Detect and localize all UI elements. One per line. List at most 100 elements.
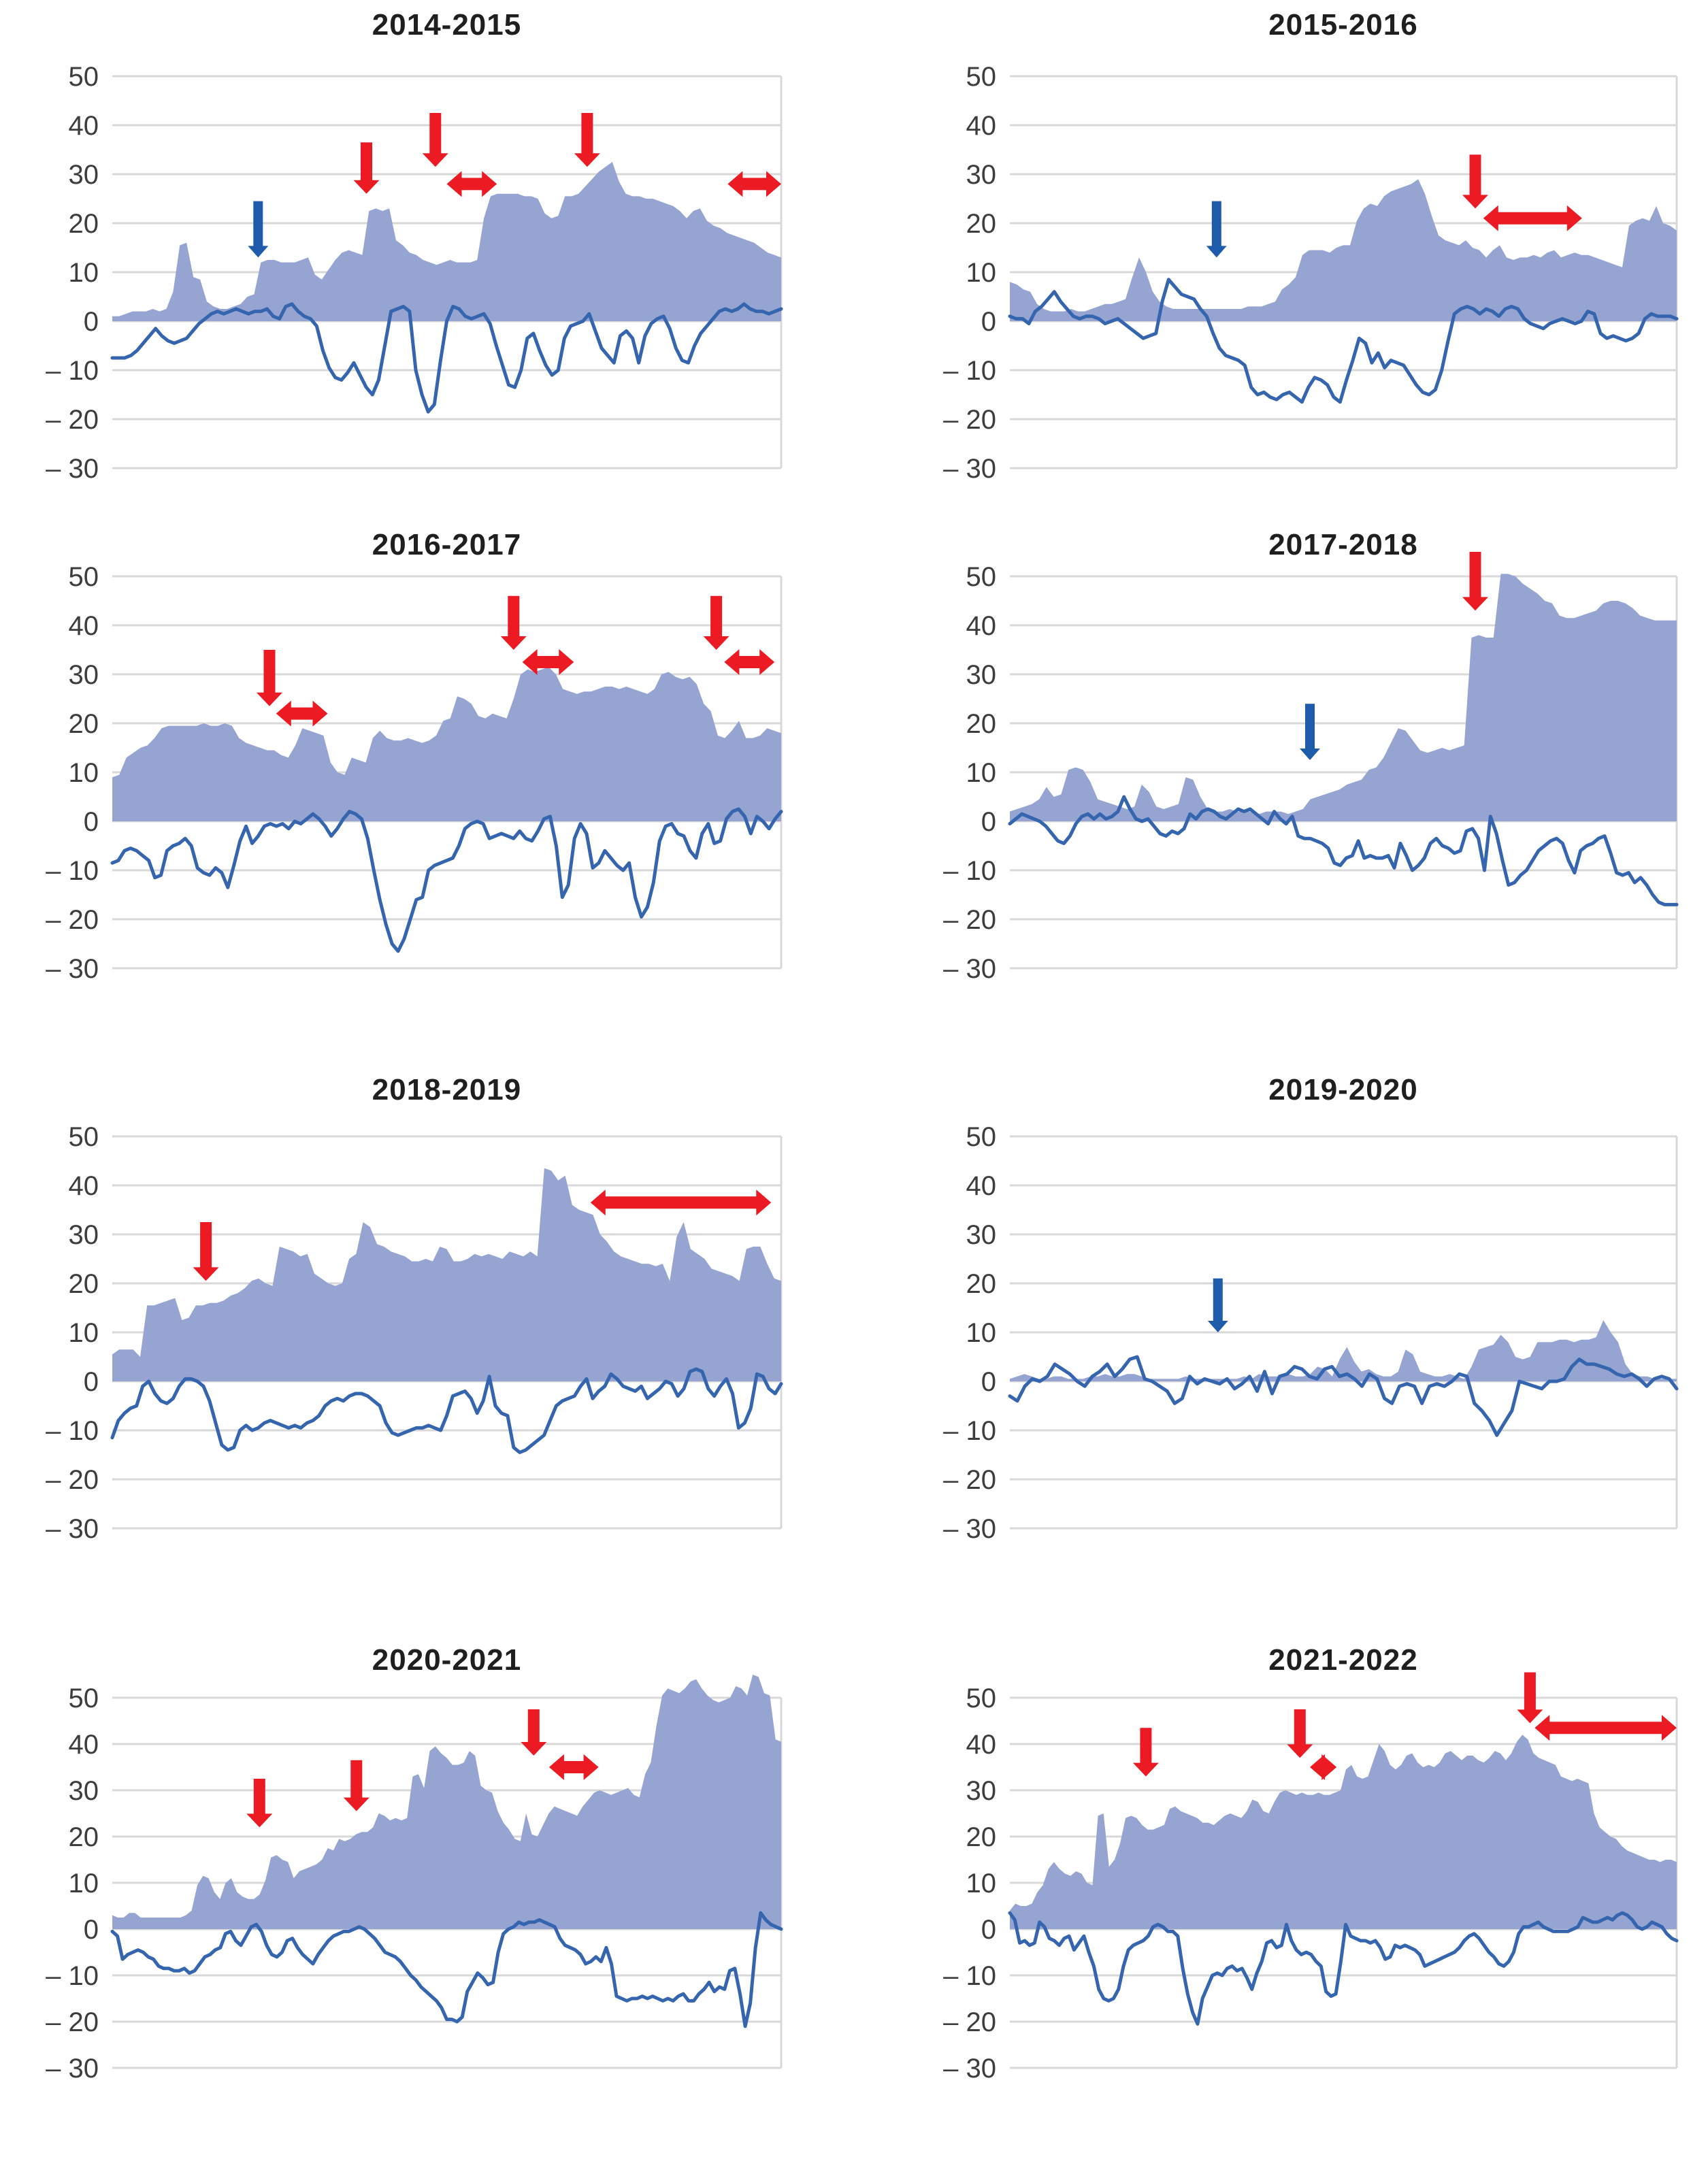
- chart-canvas: 50 40 30 20 10 0 – 10 – 20 – 30: [46, 1675, 783, 2084]
- red-horizontal-double-arrow-icon: [1534, 1715, 1677, 1741]
- y-tick-label: – 30: [943, 1514, 996, 1544]
- red-down-arrow-icon: [422, 113, 448, 167]
- y-tick-label: – 30: [46, 1514, 99, 1544]
- y-tick-label: – 30: [46, 454, 99, 484]
- y-tick-label: 0: [981, 307, 996, 337]
- red-down-arrow-icon: [1132, 1728, 1159, 1777]
- y-tick-label: 20: [69, 1269, 99, 1299]
- area-series: [112, 1675, 781, 1929]
- y-tick-label: 30: [69, 160, 99, 190]
- chart-2014-2015: 2014-2015 50 40 30 20 10 0 – 10 – 20 – 30: [0, 0, 854, 524]
- y-tick-label: 0: [981, 1367, 996, 1397]
- y-tick-label: 50: [69, 1122, 99, 1152]
- red-down-arrow-icon: [574, 113, 600, 167]
- y-tick-label: – 20: [46, 905, 99, 935]
- red-down-arrow-icon: [1462, 552, 1488, 611]
- area-series: [112, 1168, 781, 1381]
- red-down-arrow-icon: [1287, 1709, 1313, 1758]
- red-horizontal-double-arrow-icon: [522, 649, 574, 675]
- y-tick-label: 40: [966, 611, 997, 641]
- chart-canvas: 50 40 30 20 10 0 – 10 – 20 – 30: [943, 1122, 1679, 1544]
- y-tick-label: – 30: [943, 454, 996, 484]
- y-tick-label: 0: [84, 1367, 99, 1397]
- y-tick-label: 40: [69, 1730, 99, 1760]
- y-tick-label: – 10: [46, 1416, 99, 1446]
- y-tick-label: 20: [69, 1822, 99, 1852]
- chart-2017-2018: 2017-2018 50 40 30 20 10 0 – 10 – 20 – 30: [854, 524, 1708, 1051]
- y-tick-label: 10: [966, 258, 997, 288]
- chart-canvas: 50 40 30 20 10 0 – 10 – 20 – 30: [943, 62, 1679, 484]
- chart-title: 2018-2019: [372, 1073, 522, 1106]
- y-tick-label: 20: [966, 1822, 997, 1852]
- blue-down-arrow-icon: [248, 201, 269, 258]
- blue-down-arrow-icon: [1207, 1278, 1228, 1332]
- chart-2016-2017: 2016-2017 50 40 30 20 10 0 – 10 – 20 – 30: [0, 524, 854, 1051]
- y-tick-label: 20: [966, 709, 997, 739]
- y-tick-label: – 10: [943, 1416, 996, 1446]
- y-tick-label: – 20: [943, 1465, 996, 1495]
- y-tick-label: – 10: [46, 856, 99, 886]
- y-tick-label: 30: [966, 1776, 997, 1806]
- y-tick-label: 30: [69, 660, 99, 690]
- y-tick-label: – 20: [943, 905, 996, 935]
- chart-title: 2016-2017: [372, 528, 522, 561]
- y-tick-label: – 10: [943, 856, 996, 886]
- y-tick-label: 40: [69, 611, 99, 641]
- red-horizontal-double-arrow-icon: [727, 171, 781, 197]
- y-tick-label: 0: [981, 807, 996, 837]
- y-tick-label: 10: [966, 1869, 997, 1898]
- y-tick-label: – 30: [943, 954, 996, 984]
- y-tick-label: 10: [966, 758, 997, 788]
- red-horizontal-double-arrow-icon: [446, 171, 497, 197]
- red-horizontal-double-arrow-icon: [590, 1189, 772, 1216]
- red-horizontal-double-arrow-icon: [724, 649, 775, 675]
- y-tick-label: 50: [69, 1683, 99, 1713]
- line-series: [110, 807, 783, 953]
- chart-2019-2020: 2019-2020 50 40 30 20 10 0 – 10 – 20 – 30: [854, 1051, 1708, 1630]
- red-down-arrow-icon: [1517, 1672, 1543, 1724]
- chart-2015-2016: 2015-2016 50 40 30 20 10 0 – 10 – 20 – 30: [854, 0, 1708, 524]
- y-tick-label: – 10: [46, 1961, 99, 1991]
- line-series: [110, 1367, 783, 1454]
- line-series: [110, 302, 783, 414]
- y-tick-label: – 30: [46, 2054, 99, 2084]
- red-down-arrow-icon: [343, 1760, 369, 1811]
- red-down-arrow-icon: [521, 1709, 547, 1756]
- y-tick-label: 0: [981, 1915, 996, 1945]
- area-series: [1010, 179, 1677, 321]
- red-down-arrow-icon: [500, 595, 527, 650]
- red-horizontal-double-arrow-icon: [548, 1754, 599, 1780]
- chart-title: 2019-2020: [1268, 1073, 1418, 1106]
- y-tick-label: 0: [84, 307, 99, 337]
- y-tick-label: 20: [966, 1269, 997, 1299]
- y-tick-label: – 20: [46, 405, 99, 435]
- red-horizontal-double-arrow-icon: [1310, 1754, 1337, 1780]
- y-tick-label: 30: [966, 660, 997, 690]
- chart-title: 2015-2016: [1268, 8, 1418, 42]
- y-tick-label: 50: [966, 62, 997, 92]
- y-tick-label: 0: [84, 1915, 99, 1945]
- chart-title: 2014-2015: [372, 8, 522, 42]
- y-tick-label: – 10: [46, 356, 99, 386]
- area-series: [1010, 1320, 1677, 1381]
- y-tick-label: 40: [966, 1171, 997, 1201]
- y-tick-label: 10: [69, 1318, 99, 1348]
- y-tick-label: 20: [966, 209, 997, 239]
- chart-2018-2019: 2018-2019 50 40 30 20 10 0 – 10 – 20 – 30: [0, 1051, 854, 1630]
- y-tick-label: 40: [966, 111, 997, 141]
- chart-canvas: 50 40 30 20 10 0 – 10 – 20 – 30: [46, 1122, 783, 1544]
- chart-canvas: 50 40 30 20 10 0 – 10 – 20 – 30: [943, 1672, 1679, 2084]
- red-horizontal-double-arrow-icon: [276, 700, 328, 727]
- chart-canvas: 50 40 30 20 10 0 – 10 – 20 – 30: [943, 552, 1679, 984]
- chart-title: 2020-2021: [372, 1643, 522, 1677]
- chart-title: 2017-2018: [1268, 528, 1418, 561]
- red-down-arrow-icon: [193, 1222, 219, 1281]
- y-tick-label: 0: [84, 807, 99, 837]
- chart-2020-2021: 2020-2021 50 40 30 20 10 0 – 10 – 20 – 30: [0, 1630, 854, 2170]
- line-series: [1008, 795, 1679, 906]
- y-tick-label: 40: [966, 1730, 997, 1760]
- red-down-arrow-icon: [703, 595, 729, 650]
- chart-canvas: 50 40 30 20 10 0 – 10 – 20 – 30: [46, 62, 783, 484]
- y-tick-label: – 20: [46, 1465, 99, 1495]
